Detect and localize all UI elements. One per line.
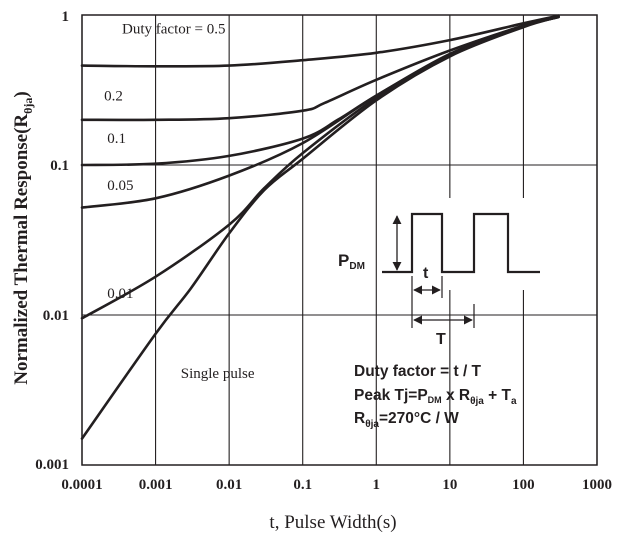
pulse-waveform (382, 212, 540, 274)
x-tick-label: 1 (373, 477, 381, 493)
x-tick-labels: 0.0001 0.001 0.01 0.1 1 10 100 1000 (61, 477, 612, 493)
plot-frame (81, 14, 598, 466)
y-tick-labels: 1 0.1 0.01 0.001 (35, 9, 69, 473)
y-axis-label-close: ) (11, 91, 32, 97)
rtheta-part-2: θja (365, 419, 379, 430)
x-tick-label: 0.1 (293, 477, 312, 493)
t-label: t (423, 265, 429, 282)
peak-tj-part-3: x R (442, 387, 470, 404)
y-axis-label-main: Normalized Thermal Response(R (11, 114, 32, 385)
x-tick-label: 10 (442, 477, 457, 493)
y-tick-label: 0.001 (35, 457, 69, 473)
x-tick-label: 0.0001 (61, 477, 102, 493)
y-axis-label: Normalized Thermal Response(Rθja) (11, 91, 35, 385)
peak-tj-formula: Peak Tj=PDM x Rθja + Ta (354, 387, 517, 407)
peak-tj-part-2: DM (428, 395, 442, 405)
peak-tj-part-4: θja (470, 396, 484, 407)
series-label-4: 0.01 (107, 286, 133, 302)
series-label-1: 0.2 (104, 88, 123, 104)
series-label-0: Duty factor = 0.5 (122, 22, 225, 38)
y-tick-label: 0.01 (43, 308, 69, 324)
pdm-label-main: P (338, 251, 349, 270)
pdm-label-sub: DM (349, 261, 365, 272)
series-line-3 (80, 15, 560, 209)
x-tick-label: 0.01 (216, 477, 242, 493)
series-line-0 (80, 14, 560, 68)
formula-block: Duty factor = t / T Peak Tj=PDM x Rθja +… (354, 363, 517, 430)
peak-tj-part-6: a (511, 396, 517, 407)
x-tick-label: 1000 (582, 477, 612, 493)
x-tick-label: 0.001 (139, 477, 173, 493)
y-axis-label-sub: θja (21, 98, 35, 114)
series-label-5: Single pulse (181, 366, 255, 382)
y-tick-label: 1 (62, 9, 70, 25)
pulse-diagram: PDM t T (338, 198, 563, 348)
rtheta-part-3: =270°C / W (379, 410, 459, 427)
duty-factor-formula: Duty factor = t / T (354, 363, 482, 380)
series-label-2: 0.1 (107, 131, 126, 147)
x-axis-label: t, Pulse Width(s) (269, 512, 396, 533)
pdm-label: PDM (338, 251, 365, 272)
series-label-3: 0.05 (107, 178, 133, 194)
y-tick-label: 0.1 (50, 158, 69, 174)
rtheta-formula: Rθja=270°C / W (354, 410, 459, 430)
rtheta-part-1: R (354, 410, 365, 427)
series-labels: Duty factor = 0.5 0.2 0.1 0.05 0.01 Single pu… (104, 22, 255, 382)
x-tick-label: 100 (512, 477, 535, 493)
T-label: T (436, 331, 446, 348)
peak-tj-part-1: Peak Tj=P (354, 387, 428, 404)
curves (80, 14, 560, 440)
series-line-5 (80, 15, 560, 440)
peak-tj-part-5: + T (484, 387, 512, 404)
